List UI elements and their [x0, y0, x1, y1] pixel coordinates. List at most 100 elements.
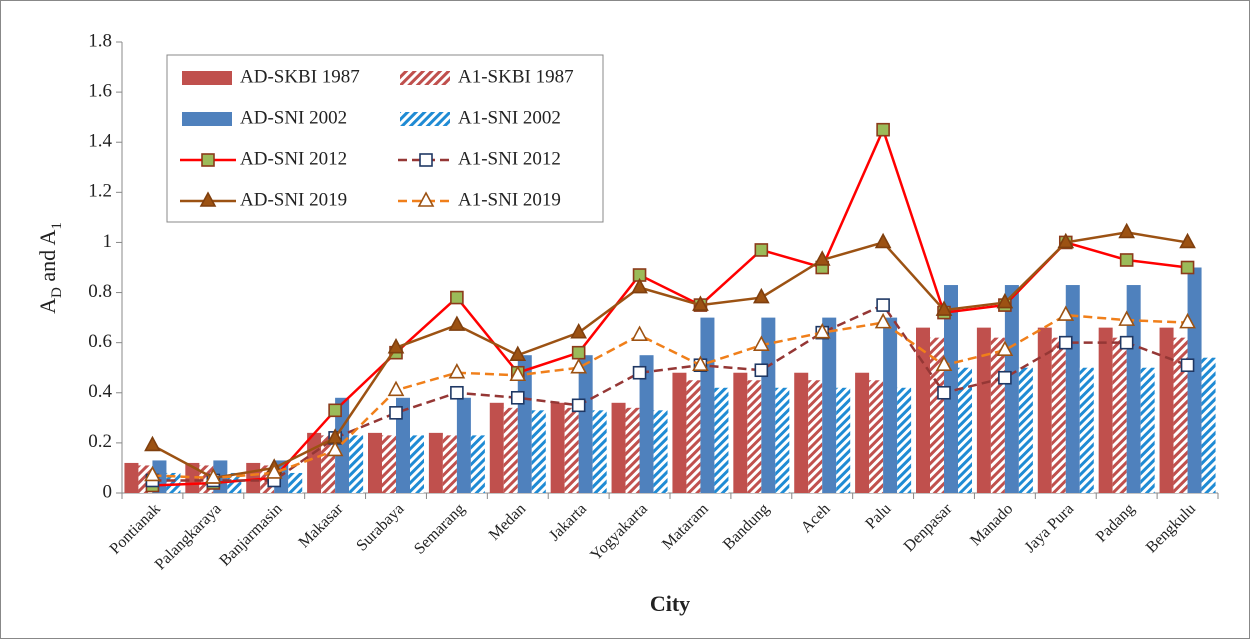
bar — [470, 435, 485, 493]
marker — [752, 335, 770, 351]
marker — [813, 250, 831, 266]
y-tick-label: 1.4 — [88, 131, 112, 152]
bar — [410, 435, 424, 493]
legend-item: AD-SNI 2002 — [182, 107, 347, 128]
bar — [592, 410, 607, 493]
y-tick-label: 1 — [103, 231, 113, 252]
bar — [1173, 337, 1188, 493]
bar — [1201, 357, 1216, 493]
marker — [1118, 310, 1136, 326]
legend-label: AD-SNI 2019 — [240, 189, 347, 210]
bar — [368, 432, 382, 493]
bar — [775, 387, 790, 493]
marker — [509, 345, 527, 361]
bar — [794, 372, 809, 493]
y-title-sub: D — [49, 287, 65, 298]
bar — [396, 397, 410, 493]
marker — [387, 380, 405, 397]
legend-label: A1-SNI 2019 — [458, 189, 561, 210]
y-title-part: and A — [35, 230, 60, 288]
marker — [1058, 335, 1073, 350]
marker — [1179, 232, 1196, 249]
marker — [389, 406, 403, 420]
legend-item: AD-SKBI 1987 — [182, 66, 360, 87]
bar — [1079, 367, 1094, 493]
bar — [550, 402, 565, 493]
bar — [1112, 337, 1127, 493]
y-tick-label: 0.2 — [88, 431, 112, 452]
y-tick-label: 0 — [103, 481, 113, 502]
marker — [874, 232, 892, 249]
marker — [935, 355, 953, 372]
bar — [869, 380, 884, 493]
bar — [733, 372, 748, 493]
legend-item: A1-SNI 2019 — [398, 189, 561, 210]
bar — [611, 402, 626, 493]
bar — [958, 367, 972, 493]
bar — [382, 435, 396, 493]
bar — [916, 327, 930, 493]
marker — [632, 365, 647, 380]
bar — [288, 472, 303, 493]
marker — [144, 435, 161, 452]
y-tick-label: 0.4 — [88, 381, 112, 402]
marker — [937, 385, 951, 400]
bar — [307, 432, 322, 493]
legend-swatch — [400, 71, 450, 85]
marker — [570, 358, 588, 374]
legend-label: A1-SKBI 1987 — [458, 66, 574, 87]
marker — [450, 385, 464, 400]
legend-swatch — [400, 112, 450, 126]
marker — [752, 287, 770, 304]
bar — [700, 317, 715, 493]
marker — [692, 295, 709, 311]
bar — [761, 317, 776, 493]
marker — [387, 337, 405, 354]
marker — [570, 322, 588, 339]
bar — [246, 462, 261, 493]
legend-item: AD-SNI 2012 — [180, 148, 347, 169]
bar — [531, 410, 546, 493]
legend-box — [166, 54, 604, 223]
legend-swatch — [182, 112, 232, 126]
marker — [1057, 305, 1075, 321]
bar — [1140, 367, 1155, 493]
bar — [503, 407, 518, 493]
marker — [754, 243, 769, 257]
x-axis-title: City — [650, 591, 690, 616]
legend-marker — [419, 153, 433, 167]
bar — [653, 410, 668, 493]
marker — [571, 398, 586, 413]
bar — [349, 435, 364, 493]
bar — [1187, 267, 1202, 493]
bar — [990, 337, 1005, 493]
legend-label: AD-SNI 2012 — [240, 148, 347, 169]
bar — [836, 387, 851, 493]
bar — [672, 372, 687, 493]
marker — [204, 468, 222, 484]
legend-item: A1-SNI 2012 — [398, 148, 561, 169]
bar — [747, 380, 762, 493]
marker — [326, 440, 344, 457]
y-title-part: A — [35, 298, 60, 314]
marker — [996, 292, 1014, 309]
line — [152, 126, 1188, 487]
bar — [227, 472, 242, 493]
bar — [808, 380, 823, 493]
y-axis-title: AD and A1 — [35, 222, 65, 314]
bar — [1004, 285, 1019, 493]
bar — [442, 435, 457, 493]
marker — [448, 315, 466, 331]
bar — [564, 407, 579, 493]
legend-item: A1-SKBI 1987 — [400, 66, 574, 87]
bar — [517, 355, 532, 493]
bar — [930, 337, 944, 493]
marker — [1118, 222, 1136, 239]
y-tick-label: 0.8 — [88, 281, 112, 302]
bar — [166, 472, 181, 493]
bar — [1159, 327, 1174, 493]
legend-marker — [199, 191, 217, 207]
bar — [578, 355, 593, 493]
legend-label: AD-SNI 2002 — [240, 107, 347, 128]
